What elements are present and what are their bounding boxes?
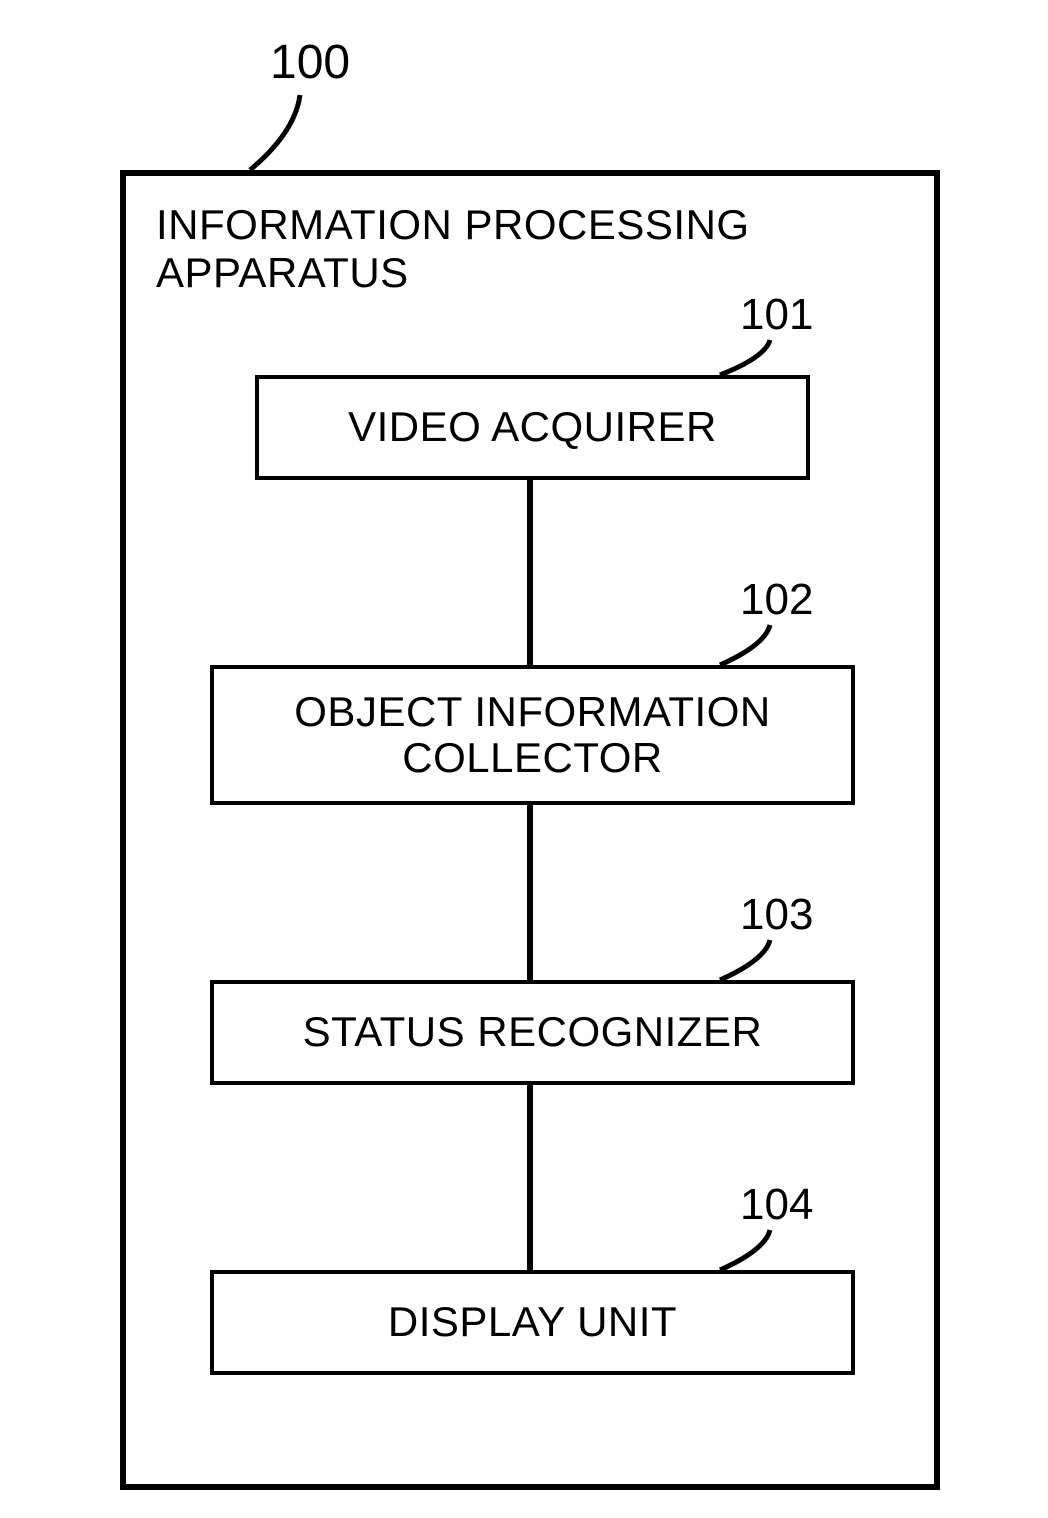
diagram-canvas: 100 INFORMATION PROCESSING APPARATUS VID… [0,0,1048,1518]
edge-2 [527,1085,533,1270]
edge-0 [527,480,533,665]
edge-1 [527,805,533,980]
node-display-unit-lead [0,0,1048,1518]
